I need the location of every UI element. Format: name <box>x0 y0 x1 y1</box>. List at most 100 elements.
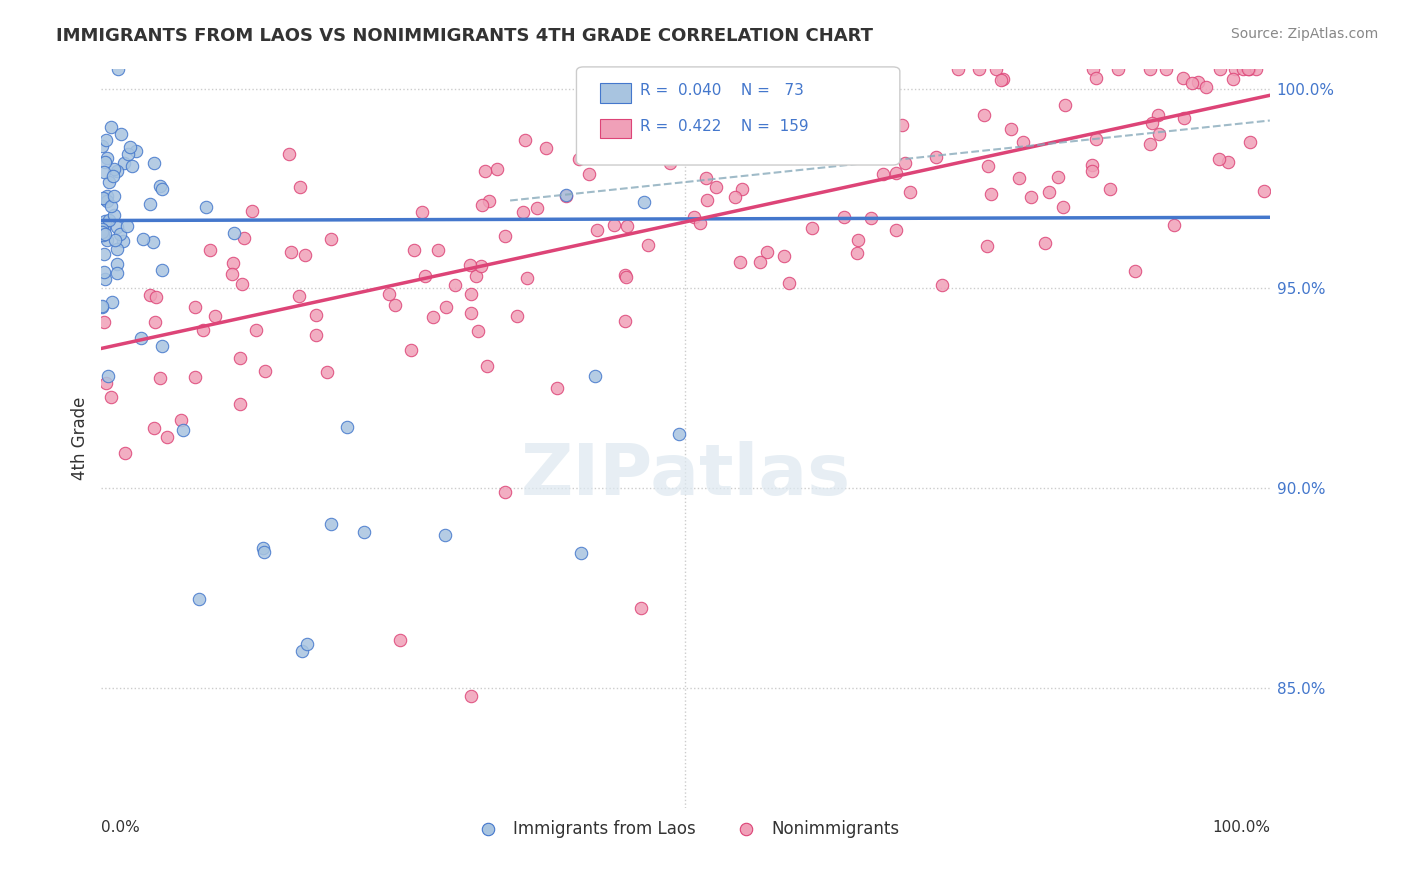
Point <box>534 141 557 155</box>
Point <box>117 147 139 161</box>
Point <box>94 155 117 169</box>
Text: Source: ZipAtlas.com: Source: ZipAtlas.com <box>1230 27 1378 41</box>
Point <box>1209 62 1232 76</box>
Point <box>229 397 252 411</box>
Text: R =  0.422    N =  159: R = 0.422 N = 159 <box>640 120 808 134</box>
Point <box>96 376 118 390</box>
Point <box>458 258 481 272</box>
Point <box>976 239 998 253</box>
Point <box>187 591 209 606</box>
Point <box>689 62 711 76</box>
Point <box>139 196 162 211</box>
Point <box>319 232 342 246</box>
Point <box>434 300 457 314</box>
Point <box>290 179 312 194</box>
Point <box>156 430 179 444</box>
Point <box>475 359 498 373</box>
Point <box>427 243 450 257</box>
Point <box>150 182 173 196</box>
Point <box>411 205 433 219</box>
Point <box>1187 75 1209 89</box>
Point <box>526 201 548 215</box>
Point <box>129 331 152 345</box>
Point <box>93 227 115 241</box>
Point <box>980 186 1002 201</box>
Point <box>105 164 128 178</box>
Point <box>658 155 681 169</box>
Point <box>1216 155 1239 169</box>
Point <box>93 222 115 236</box>
Point <box>103 188 125 202</box>
Point <box>890 118 912 132</box>
Point <box>404 243 426 257</box>
Point <box>142 156 165 170</box>
Point <box>245 323 267 337</box>
Point <box>91 225 114 239</box>
Point <box>288 289 311 303</box>
Point <box>773 249 796 263</box>
Point <box>478 194 501 208</box>
Point <box>254 364 277 378</box>
Point <box>1046 170 1069 185</box>
Point <box>465 268 488 283</box>
Point <box>872 167 894 181</box>
Point <box>253 545 276 559</box>
Point <box>195 200 218 214</box>
Point <box>104 233 127 247</box>
Text: 100.0%: 100.0% <box>1212 821 1270 836</box>
Point <box>1084 131 1107 145</box>
Point <box>1163 218 1185 232</box>
Point <box>222 256 245 270</box>
Point <box>846 233 869 247</box>
Point <box>152 263 174 277</box>
Point <box>583 368 606 383</box>
Point <box>150 339 173 353</box>
Point <box>554 188 576 202</box>
Point <box>1054 98 1077 112</box>
Point <box>108 227 131 241</box>
Point <box>1239 135 1261 149</box>
Point <box>546 381 568 395</box>
Point <box>1007 171 1029 186</box>
Point <box>232 230 254 244</box>
Point <box>637 238 659 252</box>
Point <box>614 269 637 284</box>
Point <box>568 152 591 166</box>
Point <box>231 277 253 291</box>
Point <box>1084 70 1107 85</box>
Point <box>198 243 221 257</box>
Point <box>616 219 638 234</box>
Point <box>1081 62 1104 76</box>
Point <box>103 161 125 176</box>
Point <box>191 323 214 337</box>
Point <box>494 229 516 244</box>
Point <box>1223 62 1246 76</box>
Point <box>221 267 243 281</box>
Point <box>506 309 529 323</box>
Point <box>184 300 207 314</box>
Point <box>93 247 115 261</box>
Point <box>305 308 328 322</box>
Point <box>1033 235 1056 250</box>
Point <box>228 351 250 365</box>
Point <box>389 633 412 648</box>
Point <box>614 314 637 328</box>
Point <box>704 180 727 194</box>
Point <box>93 265 115 279</box>
Point <box>1139 62 1161 76</box>
Point <box>96 234 118 248</box>
Point <box>105 220 128 235</box>
Point <box>149 179 172 194</box>
Point <box>100 120 122 134</box>
Point <box>98 175 121 189</box>
Point <box>931 277 953 292</box>
Point <box>471 198 494 212</box>
Point <box>1038 185 1060 199</box>
Point <box>1081 164 1104 178</box>
Point <box>1194 79 1216 94</box>
Point <box>399 343 422 358</box>
Point <box>894 155 917 169</box>
Point <box>1107 62 1129 76</box>
Point <box>142 235 165 249</box>
Point <box>474 164 496 178</box>
